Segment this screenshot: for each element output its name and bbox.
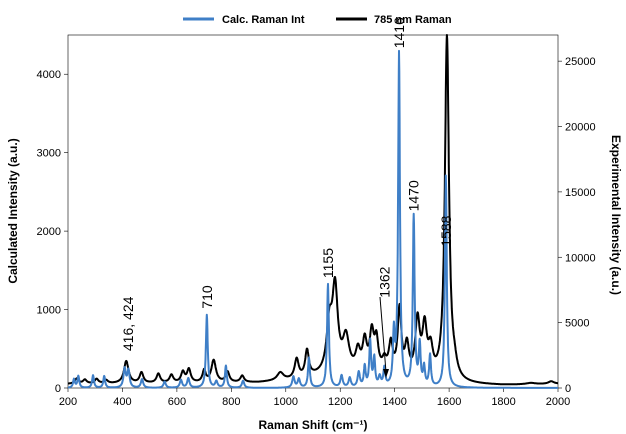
legend: Calc. Raman Int 785 nm Raman (183, 14, 452, 26)
left-y-axis: 0 1000 2000 3000 4000 (37, 69, 68, 395)
peak-label: 710 (199, 285, 215, 309)
left-y-tick-label: 1000 (37, 305, 61, 317)
x-tick-label: 1000 (274, 396, 298, 408)
x-tick-label: 1600 (437, 396, 461, 408)
x-tick-label: 2000 (546, 396, 570, 408)
annotation-arrow-1362 (379, 296, 387, 373)
right-y-tick-label: 25000 (565, 56, 596, 68)
legend-label-calc: Calc. Raman Int (222, 14, 305, 26)
x-tick-label: 600 (168, 396, 186, 408)
left-y-tick-label: 3000 (37, 148, 61, 160)
x-axis: 200 400 600 800 1000 1200 1400 1600 1800 2000 (59, 388, 570, 408)
legend-label-exp: 785 nm Raman (374, 14, 452, 26)
right-y-axis: 0 5000 10000 15000 20000 25000 (558, 56, 596, 395)
x-tick-label: 200 (59, 396, 77, 408)
peak-label: 1588 (438, 215, 454, 246)
x-tick-label: 400 (113, 396, 131, 408)
plot-frame (67, 34, 559, 389)
right-y-tick-label: 0 (565, 383, 571, 395)
peak-label: 416, 424 (120, 296, 136, 351)
x-tick-label: 800 (222, 396, 240, 408)
left-y-tick-label: 2000 (37, 226, 61, 238)
right-y-tick-label: 10000 (565, 252, 596, 264)
right-y-axis-title: Experimental Intensity (a.u.) (609, 135, 623, 295)
peak-annotations: 416, 424 710 1155 1362 1416 1470 1588 (120, 17, 454, 351)
annotation-arrowhead-1362 (383, 369, 389, 378)
right-y-tick-label: 20000 (565, 122, 596, 134)
peak-label: 1470 (406, 180, 422, 211)
series-line-785nm (67, 34, 559, 386)
peak-label: 1362 (376, 266, 392, 297)
left-y-tick-label: 4000 (37, 69, 61, 81)
right-y-tick-label: 15000 (565, 187, 596, 199)
x-axis-title: Raman Shift (cm⁻¹) (258, 418, 367, 432)
peak-label: 1155 (320, 248, 336, 278)
left-y-tick-label: 0 (55, 383, 61, 395)
x-tick-label: 1800 (491, 396, 515, 408)
right-y-tick-label: 5000 (565, 318, 589, 330)
left-y-axis-title: Calculated Intensity (a.u.) (6, 138, 20, 283)
x-tick-label: 1400 (382, 396, 406, 408)
x-tick-label: 1200 (328, 396, 352, 408)
series-line-calc (67, 49, 559, 389)
peak-label: 1416 (391, 17, 407, 48)
